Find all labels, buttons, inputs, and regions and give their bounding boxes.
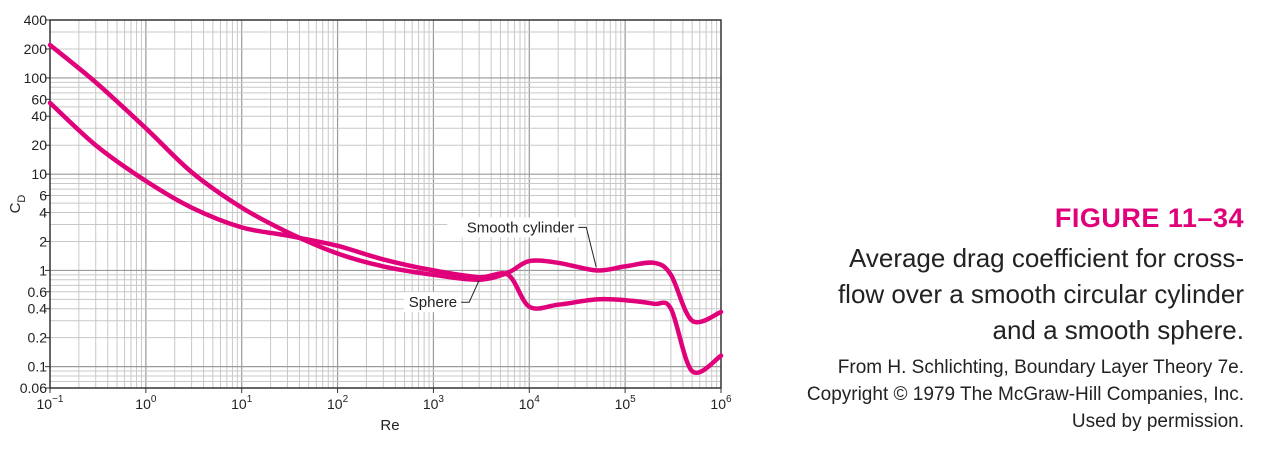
figure-credit: From H. Schlichting, Boundary Layer Theo… bbox=[806, 357, 1244, 432]
y-tick-label: 400 bbox=[24, 12, 48, 28]
y-tick-label: 0.06 bbox=[20, 380, 47, 396]
y-tick-label: 20 bbox=[31, 137, 47, 153]
y-tick-label: 10 bbox=[31, 166, 47, 182]
figure-label: FIGURE 11–34 bbox=[1054, 203, 1244, 233]
figure-caption: Average drag coefficient for cross-flow … bbox=[837, 243, 1244, 345]
plot-frame bbox=[49, 19, 722, 389]
x-tick-label: 104 bbox=[519, 394, 541, 412]
y-tick-label: 0.2 bbox=[28, 330, 48, 346]
y-tick-label: 4 bbox=[39, 204, 47, 220]
annotation-bg bbox=[403, 292, 462, 313]
y-tick-label: 2 bbox=[39, 233, 47, 249]
series-layer bbox=[47, 42, 724, 375]
y-tick-label: 1 bbox=[39, 262, 47, 278]
x-tick-label: 100 bbox=[135, 394, 157, 412]
y-tick-label: 200 bbox=[24, 41, 48, 57]
x-axis-label: Re bbox=[380, 417, 399, 434]
y-tick-label: 0.4 bbox=[28, 301, 48, 317]
x-tick-label: 103 bbox=[423, 394, 445, 412]
grid-layer bbox=[50, 20, 721, 388]
series-line-sphere bbox=[47, 100, 724, 375]
x-tick-label: 102 bbox=[327, 394, 349, 412]
y-tick-label: 40 bbox=[31, 108, 47, 124]
y-tick-label: 100 bbox=[24, 70, 48, 86]
y-tick-label: 0.1 bbox=[28, 359, 48, 375]
x-tick-label: 101 bbox=[231, 394, 253, 412]
annotation-bg bbox=[447, 217, 579, 238]
x-tick-label: 10−1 bbox=[37, 394, 64, 412]
x-tick-label: 105 bbox=[615, 394, 637, 412]
y-tick-label: 0.6 bbox=[28, 284, 48, 300]
series-line-smooth-cylinder bbox=[47, 42, 724, 325]
annotation-leader bbox=[461, 279, 480, 303]
x-tick-label: 106 bbox=[710, 394, 732, 412]
y-tick-label: 6 bbox=[39, 188, 47, 204]
annotation-layer: Smooth cylinder Sphere bbox=[403, 217, 597, 313]
annotation-label: Sphere bbox=[409, 294, 457, 311]
annotation-leader bbox=[578, 226, 597, 268]
x-tick-labels: 10−1 100 101 102 103 104 105 106 bbox=[37, 388, 732, 412]
annotation-label: Smooth cylinder bbox=[467, 219, 575, 236]
y-tick-label: 60 bbox=[31, 91, 47, 107]
y-axis-label: CD bbox=[7, 195, 28, 214]
